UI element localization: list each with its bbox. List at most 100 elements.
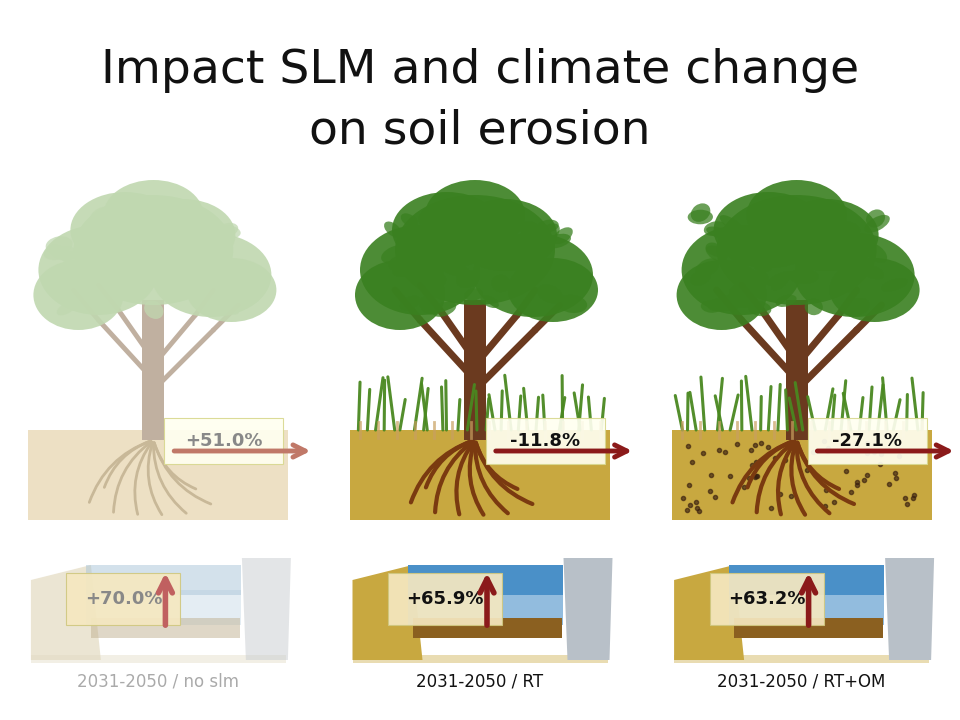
- Ellipse shape: [98, 252, 117, 263]
- Ellipse shape: [468, 218, 486, 233]
- Ellipse shape: [76, 264, 103, 280]
- Text: 2031-2050 / RT: 2031-2050 / RT: [417, 672, 543, 690]
- Ellipse shape: [49, 245, 71, 261]
- Text: -27.1%: -27.1%: [832, 432, 902, 450]
- FancyBboxPatch shape: [388, 573, 502, 625]
- FancyBboxPatch shape: [709, 573, 824, 625]
- Text: on soil erosion: on soil erosion: [309, 108, 651, 153]
- Bar: [85, 590, 241, 625]
- Ellipse shape: [395, 195, 555, 305]
- FancyBboxPatch shape: [66, 573, 180, 625]
- Ellipse shape: [752, 253, 773, 272]
- Ellipse shape: [441, 262, 469, 276]
- Ellipse shape: [456, 271, 479, 288]
- Ellipse shape: [203, 302, 221, 315]
- Ellipse shape: [151, 258, 168, 274]
- Ellipse shape: [392, 192, 502, 268]
- Ellipse shape: [470, 233, 494, 248]
- Ellipse shape: [866, 210, 885, 228]
- Ellipse shape: [432, 302, 456, 317]
- Ellipse shape: [419, 272, 446, 289]
- Ellipse shape: [400, 213, 418, 227]
- Bar: [785, 300, 807, 440]
- Text: +70.0%: +70.0%: [84, 590, 162, 608]
- Ellipse shape: [186, 258, 276, 322]
- Ellipse shape: [360, 225, 480, 315]
- Ellipse shape: [423, 266, 444, 282]
- Ellipse shape: [707, 227, 730, 238]
- Bar: [734, 618, 883, 638]
- Ellipse shape: [520, 222, 541, 240]
- Text: +65.9%: +65.9%: [406, 590, 484, 608]
- Ellipse shape: [132, 199, 235, 271]
- Ellipse shape: [150, 231, 175, 249]
- Ellipse shape: [57, 301, 77, 315]
- Ellipse shape: [687, 210, 713, 225]
- Ellipse shape: [87, 240, 108, 259]
- Ellipse shape: [720, 215, 742, 233]
- Text: +51.0%: +51.0%: [185, 432, 263, 450]
- Ellipse shape: [472, 211, 491, 223]
- Ellipse shape: [865, 215, 890, 233]
- Ellipse shape: [91, 240, 110, 258]
- Ellipse shape: [160, 271, 184, 282]
- Ellipse shape: [519, 242, 542, 258]
- Ellipse shape: [771, 274, 789, 290]
- Ellipse shape: [400, 296, 420, 310]
- Ellipse shape: [677, 260, 767, 330]
- Ellipse shape: [420, 297, 439, 315]
- Ellipse shape: [708, 298, 732, 312]
- Ellipse shape: [90, 207, 113, 223]
- Ellipse shape: [706, 246, 729, 257]
- Ellipse shape: [144, 300, 163, 319]
- Ellipse shape: [558, 295, 588, 313]
- Ellipse shape: [70, 192, 180, 268]
- Ellipse shape: [355, 260, 445, 330]
- Ellipse shape: [553, 228, 573, 244]
- Ellipse shape: [508, 258, 598, 322]
- Ellipse shape: [809, 201, 833, 222]
- Ellipse shape: [46, 236, 73, 254]
- Bar: [352, 655, 608, 663]
- Ellipse shape: [393, 266, 413, 277]
- Ellipse shape: [881, 278, 907, 292]
- Ellipse shape: [690, 270, 710, 286]
- Ellipse shape: [414, 272, 434, 287]
- Ellipse shape: [384, 222, 402, 238]
- Ellipse shape: [419, 204, 442, 225]
- Bar: [729, 565, 884, 595]
- Ellipse shape: [420, 264, 445, 283]
- Polygon shape: [564, 558, 612, 660]
- Ellipse shape: [716, 294, 743, 311]
- Bar: [672, 430, 931, 520]
- Polygon shape: [352, 565, 422, 660]
- Ellipse shape: [530, 240, 554, 253]
- Bar: [85, 565, 241, 595]
- Ellipse shape: [38, 225, 158, 315]
- Ellipse shape: [829, 258, 920, 322]
- Ellipse shape: [706, 243, 727, 261]
- Ellipse shape: [34, 260, 124, 330]
- Polygon shape: [242, 558, 291, 660]
- Ellipse shape: [492, 275, 510, 292]
- Ellipse shape: [716, 195, 876, 305]
- Bar: [413, 618, 562, 638]
- Ellipse shape: [538, 284, 563, 303]
- Ellipse shape: [804, 299, 823, 315]
- Ellipse shape: [104, 216, 122, 232]
- Ellipse shape: [202, 225, 230, 242]
- Ellipse shape: [767, 271, 794, 286]
- Ellipse shape: [747, 180, 847, 250]
- Ellipse shape: [844, 298, 870, 315]
- Ellipse shape: [453, 199, 557, 271]
- Ellipse shape: [776, 294, 797, 307]
- Bar: [729, 590, 884, 625]
- Ellipse shape: [63, 251, 82, 269]
- Ellipse shape: [142, 217, 166, 235]
- Text: Impact SLM and climate change: Impact SLM and climate change: [101, 48, 859, 93]
- Ellipse shape: [162, 274, 184, 291]
- Ellipse shape: [152, 233, 272, 317]
- Ellipse shape: [217, 225, 241, 238]
- FancyBboxPatch shape: [807, 418, 926, 464]
- Ellipse shape: [425, 180, 525, 250]
